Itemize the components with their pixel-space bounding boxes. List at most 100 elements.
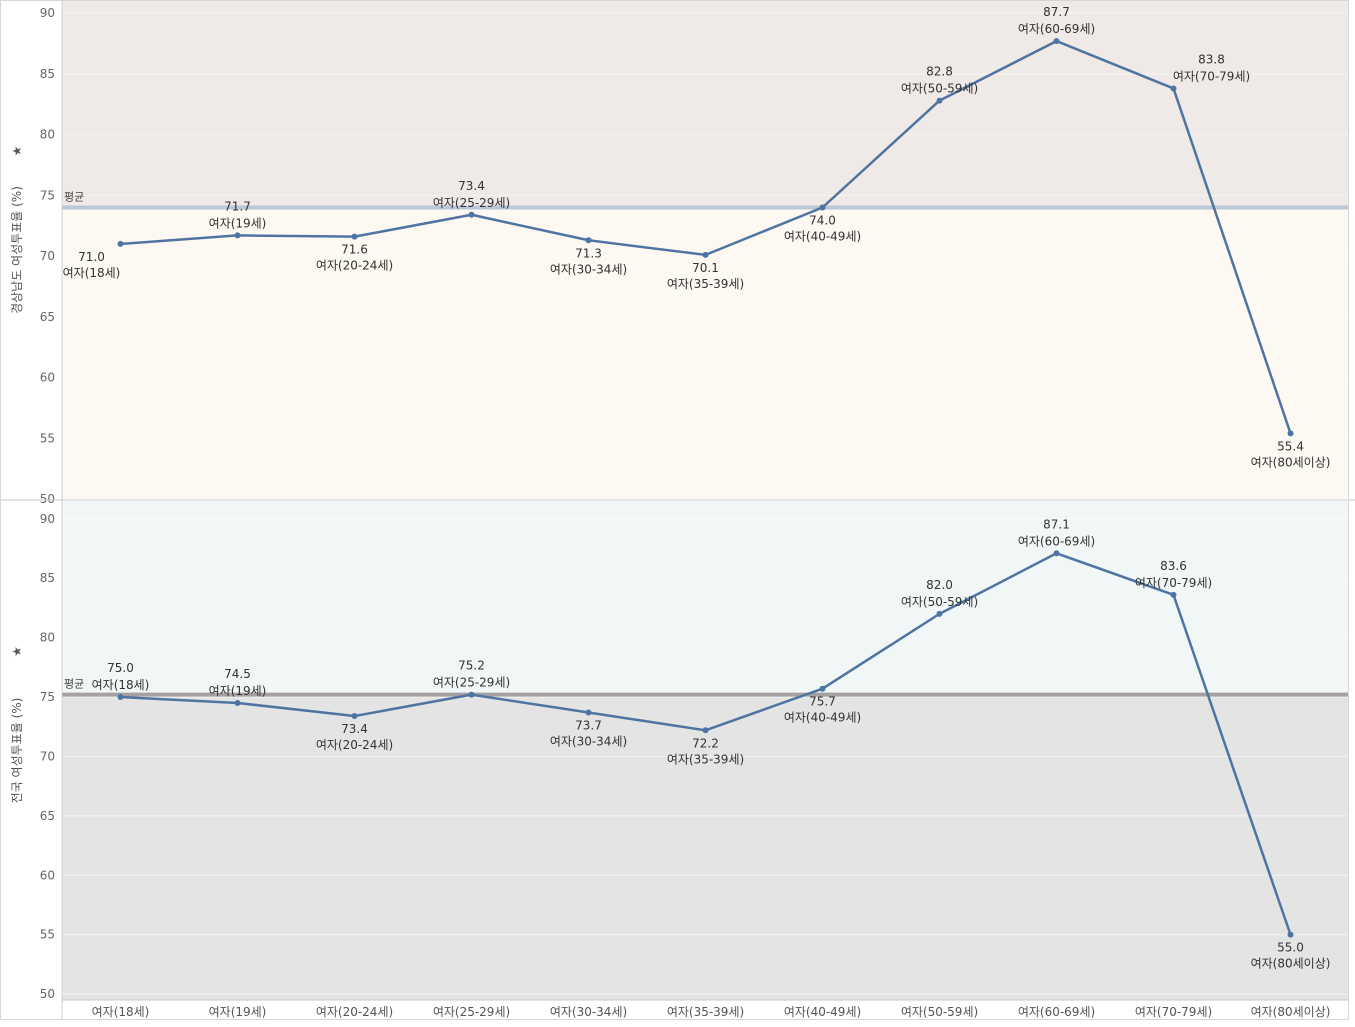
data-point bbox=[819, 685, 826, 692]
data-point bbox=[117, 694, 124, 701]
data-category-label: 여자(50-59세) bbox=[901, 595, 978, 609]
data-point bbox=[234, 232, 241, 239]
data-point bbox=[234, 699, 241, 706]
data-category-label: 여자(30-34세) bbox=[550, 734, 627, 748]
data-category-label: 여자(70-79세) bbox=[1135, 576, 1212, 590]
data-point bbox=[351, 713, 358, 720]
data-point bbox=[117, 240, 124, 247]
data-value-label: 72.2 bbox=[692, 736, 719, 750]
x-tick-label: 여자(18세) bbox=[92, 1005, 150, 1019]
pin-icon: ★ bbox=[10, 146, 24, 157]
y-tick-label: 90 bbox=[40, 512, 55, 526]
data-value-label: 82.0 bbox=[926, 578, 953, 592]
data-value-label: 70.1 bbox=[692, 261, 719, 275]
data-value-label: 71.6 bbox=[341, 243, 368, 257]
data-value-label: 87.7 bbox=[1043, 5, 1070, 19]
x-tick-label: 여자(19세) bbox=[209, 1005, 267, 1019]
y-tick-label: 60 bbox=[40, 868, 55, 882]
data-point bbox=[702, 251, 709, 258]
data-value-label: 73.4 bbox=[458, 179, 485, 193]
data-value-label: 73.4 bbox=[341, 722, 368, 736]
y-tick-label: 70 bbox=[40, 749, 55, 763]
data-point bbox=[936, 610, 943, 617]
data-category-label: 여자(18세) bbox=[63, 266, 121, 280]
data-category-label: 여자(50-59세) bbox=[901, 82, 978, 96]
band-above-average bbox=[62, 501, 1349, 695]
band-below-average bbox=[62, 694, 1349, 1000]
data-category-label: 여자(25-29세) bbox=[433, 196, 510, 210]
data-category-label: 여자(40-49세) bbox=[784, 229, 861, 243]
data-category-label: 여자(60-69세) bbox=[1018, 534, 1095, 548]
data-point bbox=[1287, 931, 1294, 938]
y-tick-label: 55 bbox=[40, 928, 55, 942]
data-point bbox=[1170, 85, 1177, 92]
y-tick-label: 70 bbox=[40, 249, 55, 263]
band-below-average bbox=[62, 207, 1349, 500]
data-value-label: 75.7 bbox=[809, 695, 836, 709]
x-tick-label: 여자(70-79세) bbox=[1135, 1005, 1212, 1019]
data-point bbox=[1287, 430, 1294, 437]
pin-icon: ★ bbox=[10, 646, 24, 657]
average-label: 평균 bbox=[64, 190, 84, 203]
data-value-label: 87.1 bbox=[1043, 517, 1070, 531]
data-category-label: 여자(18세) bbox=[92, 678, 150, 692]
y-tick-label: 80 bbox=[40, 631, 55, 645]
data-category-label: 여자(20-24세) bbox=[316, 738, 393, 752]
data-point bbox=[702, 727, 709, 734]
data-value-label: 75.0 bbox=[107, 661, 134, 675]
y-tick-label: 85 bbox=[40, 571, 55, 585]
data-category-label: 여자(60-69세) bbox=[1018, 22, 1095, 36]
data-value-label: 71.7 bbox=[224, 199, 251, 213]
y-tick-label: 65 bbox=[40, 809, 55, 823]
data-category-label: 여자(40-49세) bbox=[784, 711, 861, 725]
x-tick-label: 여자(60-69세) bbox=[1018, 1005, 1095, 1019]
data-category-label: 여자(20-24세) bbox=[316, 259, 393, 273]
y-tick-label: 65 bbox=[40, 310, 55, 324]
data-value-label: 83.6 bbox=[1160, 559, 1187, 573]
data-category-label: 여자(80세이상) bbox=[1251, 455, 1331, 469]
y-tick-label: 50 bbox=[40, 492, 55, 506]
data-point bbox=[585, 709, 592, 716]
data-value-label: 71.0 bbox=[78, 250, 105, 264]
data-point bbox=[585, 237, 592, 244]
band-above-average bbox=[62, 1, 1349, 208]
y-axis-title: 전국 여성투표율 (%) bbox=[10, 698, 24, 804]
data-point bbox=[1053, 38, 1060, 45]
data-value-label: 74.5 bbox=[224, 667, 251, 681]
data-point bbox=[1053, 550, 1060, 557]
data-category-label: 여자(35-39세) bbox=[667, 277, 744, 291]
y-tick-label: 50 bbox=[40, 987, 55, 1001]
data-value-label: 82.8 bbox=[926, 65, 953, 79]
data-point bbox=[468, 691, 475, 698]
x-tick-label: 여자(25-29세) bbox=[433, 1005, 510, 1019]
data-value-label: 55.0 bbox=[1277, 941, 1304, 955]
y-tick-label: 75 bbox=[40, 188, 55, 202]
data-point bbox=[819, 204, 826, 211]
data-category-label: 여자(30-34세) bbox=[550, 262, 627, 276]
x-tick-label: 여자(20-24세) bbox=[316, 1005, 393, 1019]
y-axis-title: 경상남도 여성투표율 (%) bbox=[10, 186, 24, 314]
y-tick-label: 80 bbox=[40, 128, 55, 142]
data-category-label: 여자(25-29세) bbox=[433, 676, 510, 690]
data-point bbox=[936, 97, 943, 104]
data-value-label: 73.7 bbox=[575, 718, 602, 732]
data-value-label: 55.4 bbox=[1277, 439, 1304, 453]
data-category-label: 여자(19세) bbox=[209, 216, 267, 230]
data-category-label: 여자(70-79세) bbox=[1173, 69, 1250, 83]
y-tick-label: 85 bbox=[40, 67, 55, 81]
x-tick-label: 여자(35-39세) bbox=[667, 1005, 744, 1019]
data-value-label: 83.8 bbox=[1198, 52, 1225, 66]
data-category-label: 여자(35-39세) bbox=[667, 752, 744, 766]
y-tick-label: 75 bbox=[40, 690, 55, 704]
x-tick-label: 여자(80세이상) bbox=[1251, 1005, 1331, 1019]
x-tick-label: 여자(40-49세) bbox=[784, 1005, 861, 1019]
y-tick-label: 60 bbox=[40, 371, 55, 385]
y-tick-label: 90 bbox=[40, 6, 55, 20]
average-label: 평균 bbox=[64, 678, 84, 691]
data-category-label: 여자(80세이상) bbox=[1251, 957, 1331, 971]
x-tick-label: 여자(30-34세) bbox=[550, 1005, 627, 1019]
data-value-label: 74.0 bbox=[809, 213, 836, 227]
data-category-label: 여자(19세) bbox=[209, 684, 267, 698]
y-tick-label: 55 bbox=[40, 431, 55, 445]
